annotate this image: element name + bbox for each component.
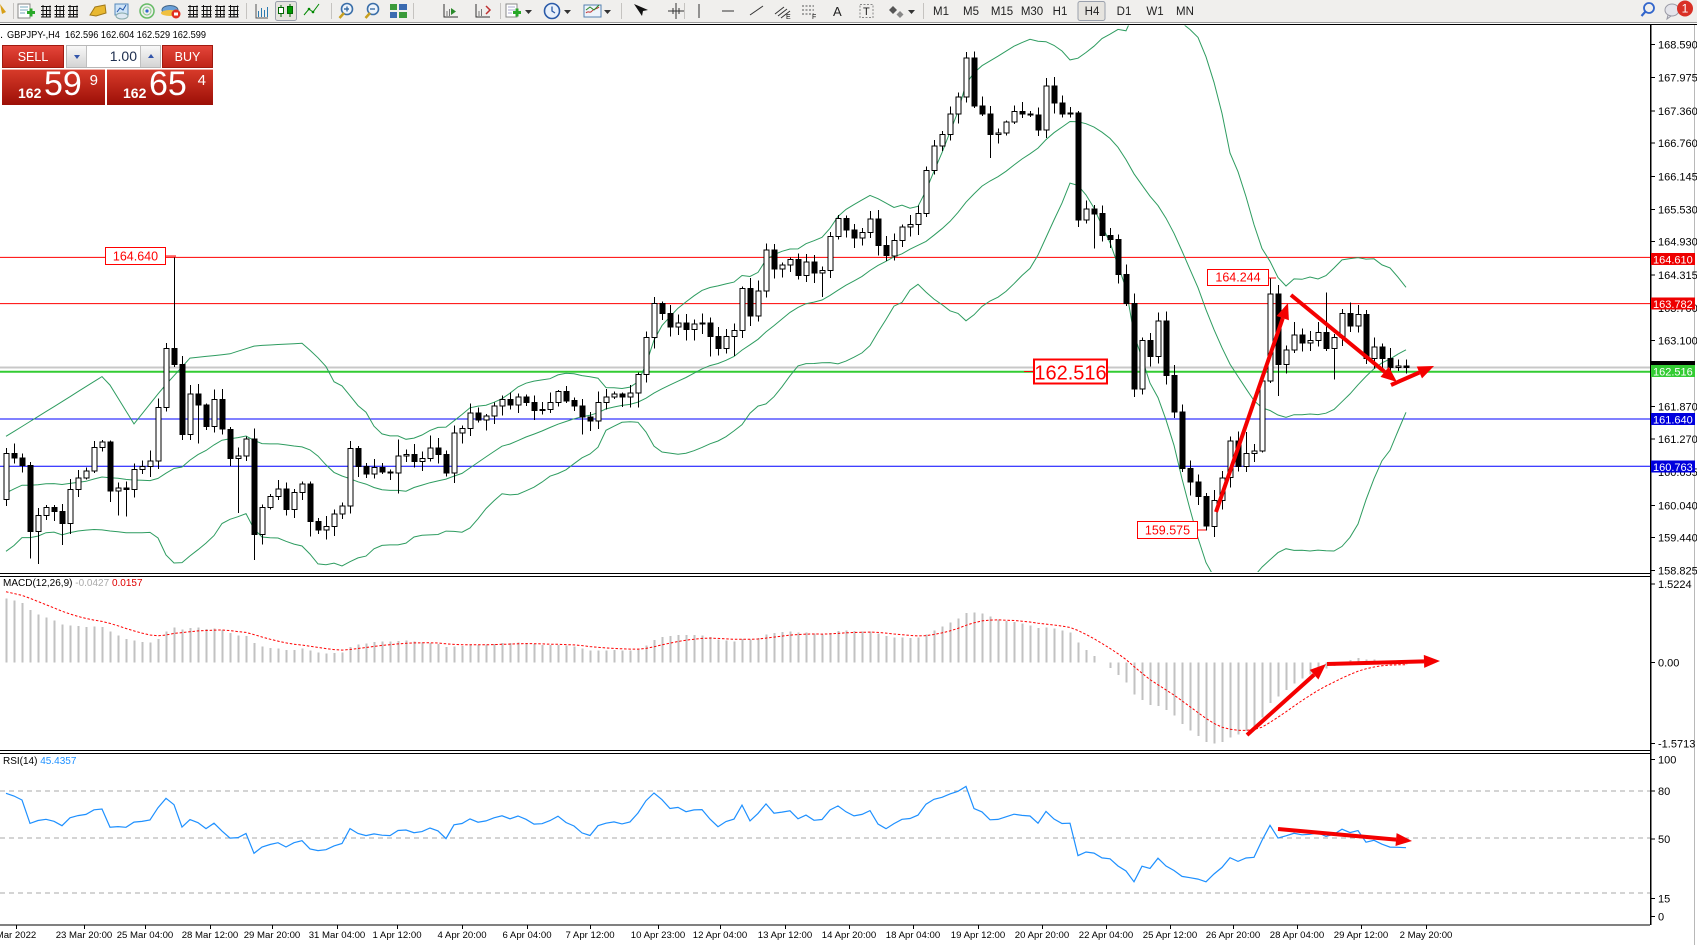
svg-text:F: F xyxy=(812,14,816,21)
svg-text:164.930: 164.930 xyxy=(1658,237,1697,249)
svg-text:160.763: 160.763 xyxy=(1653,462,1693,474)
svg-text:164.315: 164.315 xyxy=(1658,270,1697,282)
svg-text:.: . xyxy=(0,29,3,41)
svg-text:28 Mar 12:00: 28 Mar 12:00 xyxy=(182,930,239,941)
svg-text:1.5224: 1.5224 xyxy=(1658,579,1692,591)
svg-text:80: 80 xyxy=(1658,786,1670,798)
svg-text:13 Apr 12:00: 13 Apr 12:00 xyxy=(758,930,812,941)
svg-text:M15: M15 xyxy=(991,6,1013,18)
svg-text:0.00: 0.00 xyxy=(1658,658,1679,670)
svg-text:19 Apr 12:00: 19 Apr 12:00 xyxy=(951,930,1005,941)
svg-text:W1: W1 xyxy=(1146,6,1163,18)
svg-text:M1: M1 xyxy=(933,6,949,18)
svg-text:T: T xyxy=(863,6,870,18)
svg-text:4 Apr 20:00: 4 Apr 20:00 xyxy=(437,930,486,941)
svg-text:0: 0 xyxy=(1658,911,1664,923)
svg-text:7 Apr 12:00: 7 Apr 12:00 xyxy=(565,930,614,941)
svg-text:100: 100 xyxy=(1658,755,1676,767)
svg-text:166.760: 166.760 xyxy=(1658,138,1697,150)
svg-text:162.516: 162.516 xyxy=(1034,363,1106,385)
svg-text:20 Apr 20:00: 20 Apr 20:00 xyxy=(1015,930,1069,941)
svg-text:31 Mar 04:00: 31 Mar 04:00 xyxy=(309,930,366,941)
svg-text:164.244: 164.244 xyxy=(1215,271,1260,285)
svg-text:168.590: 168.590 xyxy=(1658,40,1697,52)
svg-text:163.100: 163.100 xyxy=(1658,335,1697,347)
svg-text:161.870: 161.870 xyxy=(1658,402,1697,414)
svg-text:25 Mar 04:00: 25 Mar 04:00 xyxy=(117,930,174,941)
svg-text:18 Apr 04:00: 18 Apr 04:00 xyxy=(886,930,940,941)
svg-text:164.610: 164.610 xyxy=(1653,255,1693,267)
svg-text:1 Apr 12:00: 1 Apr 12:00 xyxy=(372,930,421,941)
svg-text:Mar 2022: Mar 2022 xyxy=(0,930,36,941)
svg-text:163.782: 163.782 xyxy=(1653,299,1693,311)
svg-text:GBPJPY-,H4 162.596 162.604 16: GBPJPY-,H4 162.596 162.604 162.529 162.5… xyxy=(7,29,206,41)
svg-text:25 Apr 12:00: 25 Apr 12:00 xyxy=(1143,930,1197,941)
svg-text:166.145: 166.145 xyxy=(1658,171,1697,183)
svg-text:6 Apr 04:00: 6 Apr 04:00 xyxy=(502,930,551,941)
svg-text:10 Apr 23:00: 10 Apr 23:00 xyxy=(631,930,685,941)
svg-text:167.975: 167.975 xyxy=(1658,73,1697,85)
svg-text:MACD(12,26,9) -0.0427 0.0157: MACD(12,26,9) -0.0427 0.0157 xyxy=(3,578,143,589)
svg-text:-1.5713: -1.5713 xyxy=(1658,738,1695,750)
svg-text:14 Apr 20:00: 14 Apr 20:00 xyxy=(822,930,876,941)
svg-text:H4: H4 xyxy=(1085,6,1100,18)
svg-text:159.440: 159.440 xyxy=(1658,533,1697,545)
svg-text:MN: MN xyxy=(1176,6,1194,18)
svg-text:26 Apr 20:00: 26 Apr 20:00 xyxy=(1206,930,1260,941)
svg-text:E: E xyxy=(786,14,791,21)
svg-text:159.575: 159.575 xyxy=(1145,524,1190,538)
svg-text:167.360: 167.360 xyxy=(1658,106,1697,118)
svg-text:158.825: 158.825 xyxy=(1658,566,1697,578)
svg-text:A: A xyxy=(833,4,842,19)
svg-text:29 Apr 12:00: 29 Apr 12:00 xyxy=(1334,930,1388,941)
svg-text:165.530: 165.530 xyxy=(1658,204,1697,216)
svg-text:2 May 20:00: 2 May 20:00 xyxy=(1400,930,1453,941)
svg-text:160.040: 160.040 xyxy=(1658,500,1697,512)
svg-text:164.640: 164.640 xyxy=(113,250,158,264)
svg-text:22 Apr 04:00: 22 Apr 04:00 xyxy=(1079,930,1133,941)
svg-text:161.270: 161.270 xyxy=(1658,434,1697,446)
svg-text:15: 15 xyxy=(1658,894,1670,906)
svg-text:28 Apr 04:00: 28 Apr 04:00 xyxy=(1270,930,1324,941)
svg-text:H1: H1 xyxy=(1053,6,1068,18)
svg-text:M30: M30 xyxy=(1021,6,1043,18)
svg-text:12 Apr 04:00: 12 Apr 04:00 xyxy=(693,930,747,941)
svg-text:50: 50 xyxy=(1658,834,1670,846)
svg-text:RSI(14) 45.4357: RSI(14) 45.4357 xyxy=(3,756,77,767)
svg-text:23 Mar 20:00: 23 Mar 20:00 xyxy=(56,930,113,941)
svg-text:M5: M5 xyxy=(963,6,979,18)
svg-text:29 Mar 20:00: 29 Mar 20:00 xyxy=(244,930,301,941)
svg-text:D1: D1 xyxy=(1117,6,1132,18)
svg-text:162.516: 162.516 xyxy=(1653,367,1693,379)
svg-text:161.640: 161.640 xyxy=(1653,415,1693,427)
svg-text:1: 1 xyxy=(1682,2,1689,16)
